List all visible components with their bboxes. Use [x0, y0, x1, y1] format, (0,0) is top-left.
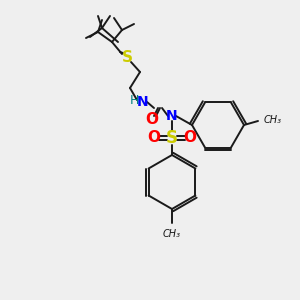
Text: CH₃: CH₃ — [163, 229, 181, 239]
Text: S: S — [166, 129, 178, 147]
Text: N: N — [137, 95, 149, 109]
Text: O: O — [184, 130, 196, 146]
Text: O: O — [148, 130, 160, 146]
Text: O: O — [146, 112, 158, 128]
Text: S: S — [122, 50, 133, 65]
Text: N: N — [166, 109, 178, 123]
Text: CH₃: CH₃ — [264, 115, 282, 125]
Text: H: H — [129, 94, 139, 106]
